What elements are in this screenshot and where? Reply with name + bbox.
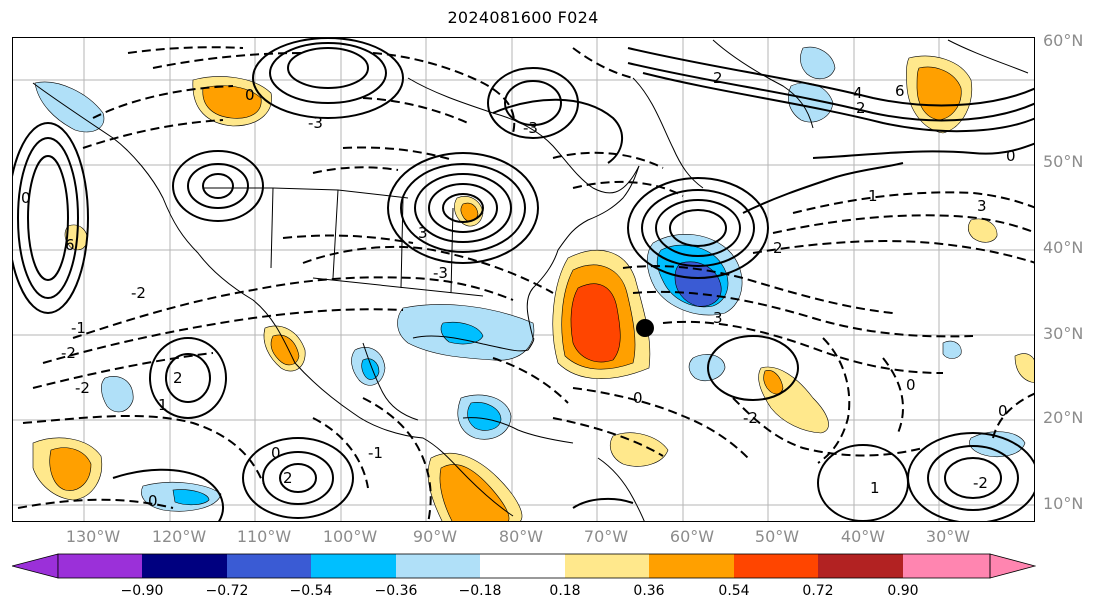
lon-label-100w: 100°W xyxy=(322,527,378,546)
colorbar-bin xyxy=(565,554,649,578)
contour-label: 0 xyxy=(906,376,916,394)
colorbar-bin xyxy=(903,554,990,578)
contour-label: 4 xyxy=(853,84,863,102)
contour-label: -1 xyxy=(368,444,383,462)
colorbar-tick: −0.90 xyxy=(120,583,164,599)
contour-label: -2 xyxy=(61,344,76,362)
contour-label: -3 xyxy=(308,114,323,132)
contour-label: 3 xyxy=(977,197,987,215)
contour-label: 2 xyxy=(856,99,866,117)
contour-label: 3 xyxy=(713,309,723,327)
lon-label-130w: 130°W xyxy=(65,527,121,546)
map-canvas: 0 6 -1 -2 -2 0 2 1 -3 0 2 4 6 2 0 3 2 1 … xyxy=(13,38,1034,521)
lat-label-30n: 30°N xyxy=(1043,324,1084,343)
contour-label: 2 xyxy=(173,369,183,387)
colorbar-tick: 0.18 xyxy=(549,583,581,599)
colorbar-bin xyxy=(818,554,903,578)
lon-label-120w: 120°W xyxy=(151,527,207,546)
lon-label-80w: 80°W xyxy=(498,527,544,546)
contour-label: 0 xyxy=(21,189,31,207)
contour-label: 2 xyxy=(283,469,293,487)
colorbar-bin xyxy=(311,554,396,578)
solid-contours xyxy=(13,38,1034,521)
map-panel: 0 6 -1 -2 -2 0 2 1 -3 0 2 4 6 2 0 3 2 1 … xyxy=(12,37,1035,522)
lon-label-30w: 30°W xyxy=(925,527,971,546)
colorbar-bin xyxy=(480,554,565,578)
contour-label: 6 xyxy=(895,82,905,100)
contour-label: 0 xyxy=(998,402,1008,420)
contour-label: 0 xyxy=(245,86,255,104)
colorbar-extend-low xyxy=(12,553,59,579)
anomaly-shading xyxy=(32,46,1034,521)
contour-label: -2 xyxy=(131,284,146,302)
lat-label-40n: 40°N xyxy=(1043,238,1084,257)
contour-label: 2 xyxy=(773,239,783,257)
contour-label: 0 xyxy=(633,389,643,407)
lat-label-20n: 20°N xyxy=(1043,408,1084,427)
contour-label: 0 xyxy=(271,444,281,462)
contour-label: 1 xyxy=(868,187,878,205)
contour-label: 0 xyxy=(148,492,158,510)
contour-label: -3 xyxy=(523,119,538,137)
colorbar-tick: 0.90 xyxy=(887,583,919,599)
dashed-contours xyxy=(17,46,1034,521)
colorbar-tick: −0.36 xyxy=(374,583,418,599)
colorbar-tick: −0.72 xyxy=(205,583,249,599)
contour-label: 3 xyxy=(418,224,428,242)
contour-labels: 0 6 -1 -2 -2 0 2 1 -3 0 2 4 6 2 0 3 2 1 … xyxy=(21,69,1016,510)
colorbar-tick: −0.18 xyxy=(458,583,502,599)
colorbar-tick: 0.72 xyxy=(802,583,834,599)
lon-label-110w: 110°W xyxy=(236,527,292,546)
contour-label: -2 xyxy=(75,379,90,397)
colorbar-bin xyxy=(227,554,311,578)
lat-label-10n: 10°N xyxy=(1043,494,1084,513)
contour-label: -3 xyxy=(433,264,448,282)
colorbar-tick: 0.54 xyxy=(718,583,750,599)
contour-label: -2 xyxy=(973,474,988,492)
lon-label-40w: 40°W xyxy=(840,527,886,546)
colorbar-extend-high xyxy=(989,553,1036,579)
contour-label: 6 xyxy=(65,236,75,254)
contour-label: 0 xyxy=(1006,147,1016,165)
lon-label-50w: 50°W xyxy=(754,527,800,546)
colorbar-bin xyxy=(649,554,734,578)
lat-label-50n: 50°N xyxy=(1043,152,1084,171)
lon-label-60w: 60°W xyxy=(669,527,715,546)
colorbar-tick: −0.54 xyxy=(289,583,333,599)
colorbar-bin xyxy=(142,554,227,578)
coastlines xyxy=(32,39,1029,521)
contour-label: 1 xyxy=(158,396,168,414)
colorbar-tick: 0.36 xyxy=(633,583,665,599)
colorbar-bin xyxy=(58,554,142,578)
contour-label: 2 xyxy=(713,69,723,87)
lon-label-90w: 90°W xyxy=(412,527,458,546)
graticule xyxy=(13,38,1034,521)
plot-title: 2024081600 F024 xyxy=(447,8,599,27)
lon-label-70w: 70°W xyxy=(583,527,629,546)
contour-label: 1 xyxy=(870,479,880,497)
colorbar-bin xyxy=(396,554,480,578)
contour-label: -2 xyxy=(743,409,758,427)
colorbar-bin xyxy=(734,554,818,578)
colorbar xyxy=(12,553,1036,579)
contour-label: -1 xyxy=(71,319,86,337)
storm-center-marker xyxy=(636,319,654,337)
lat-label-60n: 60°N xyxy=(1043,31,1084,50)
